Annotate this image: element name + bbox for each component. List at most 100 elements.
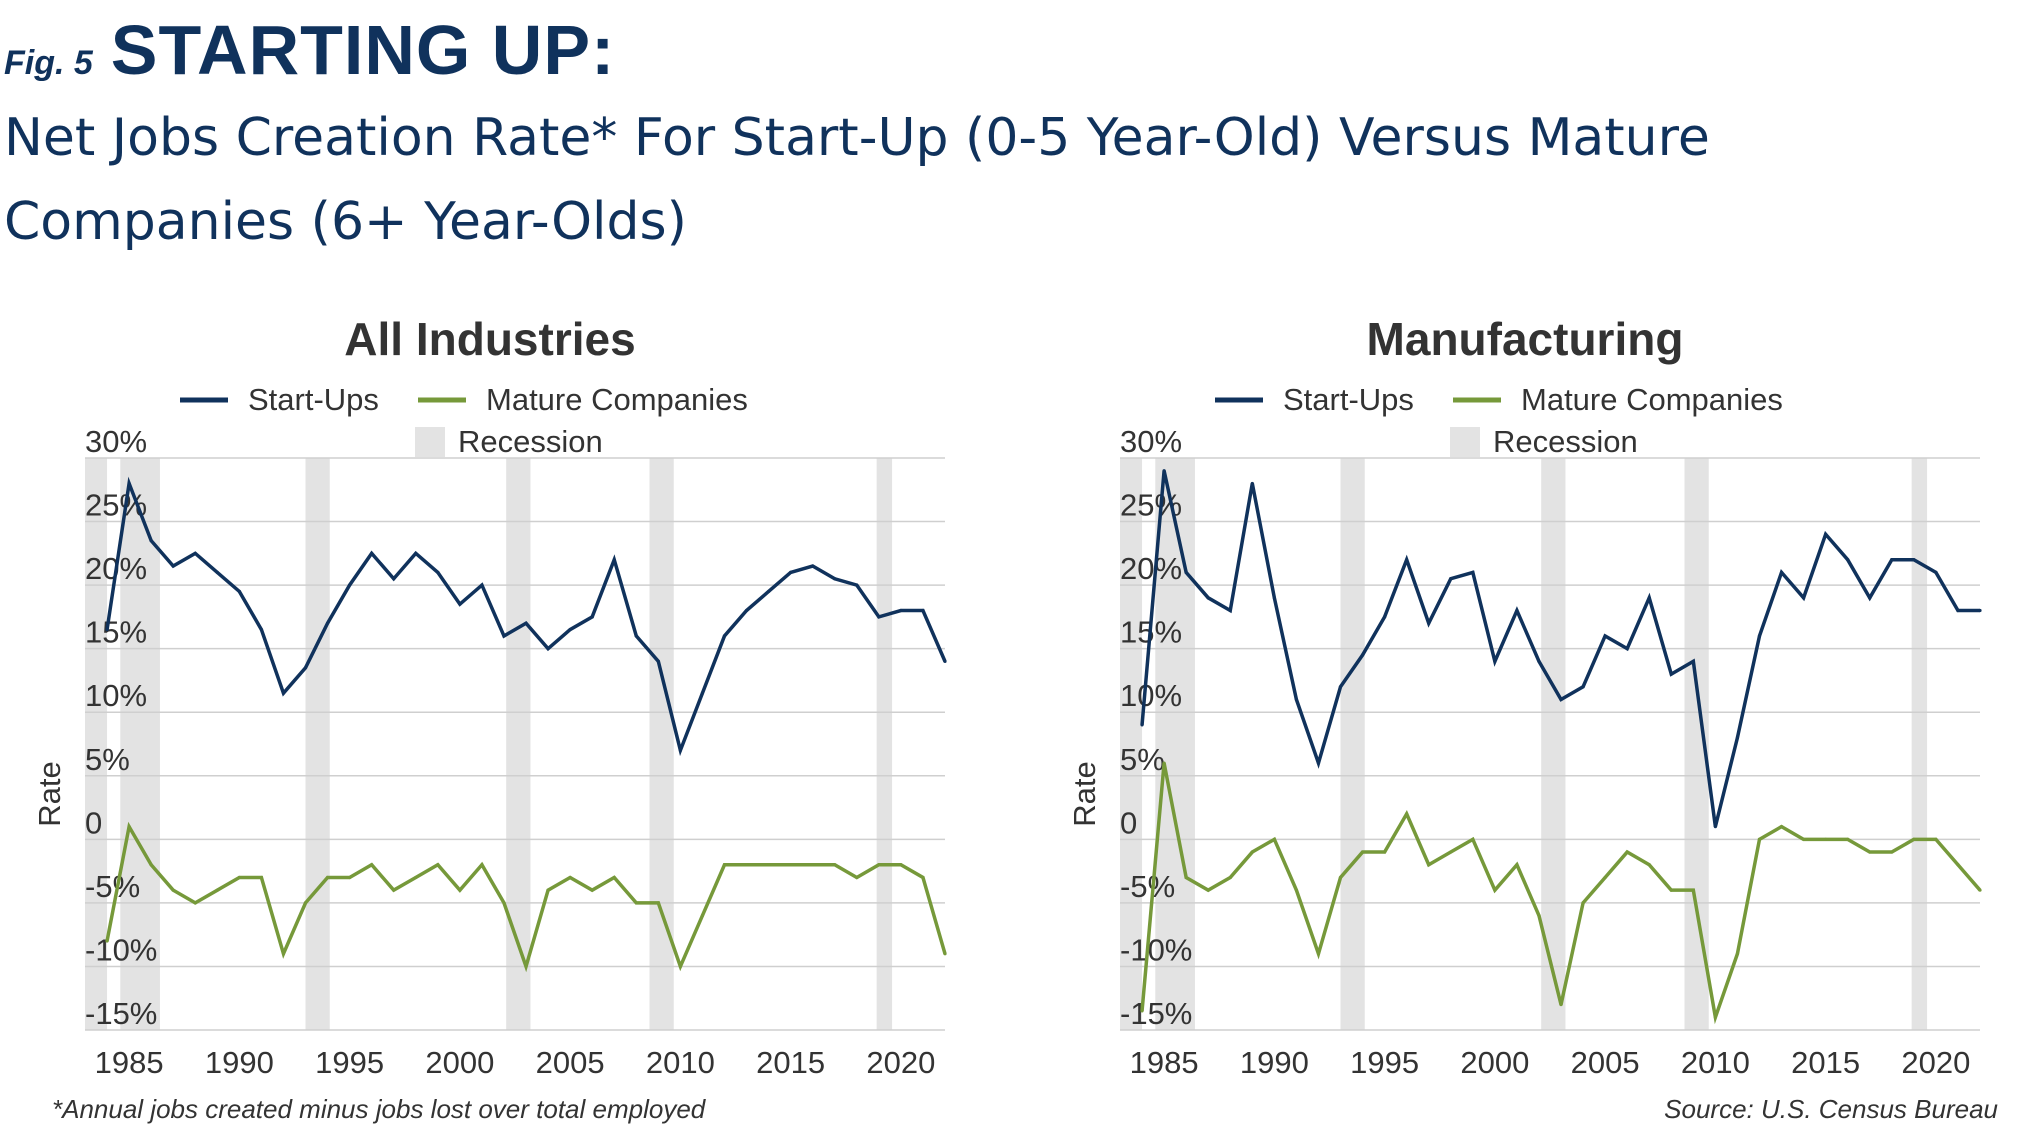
all-industries-ytick-label-8: -10%	[85, 932, 157, 967]
manufacturing-series-startups-point-2020	[1934, 570, 1938, 574]
all-industries-series-mature-point-2016	[811, 863, 815, 867]
all-industries-recession-band-4	[649, 458, 674, 1030]
all-industries-series-mature-point-2011	[700, 914, 705, 918]
all-industries-series-startups-point-2016	[811, 564, 815, 568]
manufacturing-ytick-label-6: 0	[1120, 805, 1137, 840]
all-industries-series-startups-point-1998	[414, 551, 418, 555]
all-industries-series-mature-point-1998	[414, 875, 418, 880]
all-industries-series-mature-point-2014	[766, 863, 771, 867]
manufacturing-series-startups-point-1998	[1449, 577, 1453, 581]
manufacturing-series-startups-point-2016	[1846, 558, 1850, 562]
all-industries-xtick-label-2: 1995	[315, 1045, 384, 1080]
all-industries-series-mature-point-2001	[480, 863, 484, 867]
manufacturing-legend-recession-label: Recession	[1493, 424, 1638, 459]
manufacturing-series-mature-point-1995	[1383, 850, 1387, 854]
manufacturing-series-startups-point-2012	[1757, 634, 1762, 638]
manufacturing-ytick-label-8: -10%	[1120, 932, 1192, 967]
all-industries-series-mature-point-2005	[568, 875, 572, 880]
all-industries-series-mature-point-2015	[789, 863, 793, 867]
manufacturing-series-mature-point-1988	[1228, 875, 1232, 880]
manufacturing-xtick-label-2: 1995	[1350, 1045, 1419, 1080]
manufacturing-series-startups-point-2013	[1779, 570, 1784, 574]
all-industries-series-mature-point-2013	[744, 863, 749, 867]
all-industries-series-startups-point-1986	[149, 539, 153, 543]
all-industries-series-mature-point-2018	[855, 875, 859, 880]
manufacturing-series-mature-point-2015	[1824, 837, 1828, 841]
all-industries-series-startups-point-1990	[237, 589, 241, 594]
figure-subtitle: Net Jobs Creation Rate* For Start-Up (0-…	[4, 108, 1710, 252]
manufacturing-series-startups-point-1984	[1140, 723, 1144, 727]
all-industries-series-mature-point-1999	[436, 863, 440, 867]
manufacturing-series-startups-point-1989	[1250, 481, 1254, 486]
manufacturing-series-startups-point-2008	[1669, 672, 1673, 676]
manufacturing-xtick-label-0: 1985	[1130, 1045, 1199, 1080]
manufacturing-series-startups-point-1991	[1294, 697, 1299, 702]
figure-title: STARTING UP:	[110, 11, 616, 89]
all-industries-series-startups-point-2015	[789, 570, 793, 574]
manufacturing-series-startups-point-1985	[1162, 469, 1166, 473]
all-industries-series-startups-point-2021	[921, 608, 925, 613]
manufacturing-series-startups-point-2015	[1824, 532, 1828, 536]
manufacturing-xtick-label-4: 2005	[1571, 1045, 1640, 1080]
all-industries-series-startups-point-2007	[612, 558, 616, 562]
all-industries-series-startups-point-2010	[678, 748, 682, 752]
manufacturing-series-startups-point-2022	[1978, 608, 1982, 613]
manufacturing-legend-mature-label: Mature Companies	[1521, 382, 1783, 417]
all-industries-series-startups-point-1997	[392, 577, 396, 581]
all-industries-legend-mature-label: Mature Companies	[486, 382, 748, 417]
manufacturing-series-mature-point-2018	[1890, 850, 1894, 854]
all-industries-series-startups-point-2001	[480, 583, 484, 587]
all-industries-series-startups-point-2020	[899, 608, 903, 613]
manufacturing-xtick-label-3: 2000	[1460, 1045, 1529, 1080]
manufacturing-series-startups-point-1999	[1471, 570, 1475, 574]
manufacturing-xtick-label-1: 1990	[1240, 1045, 1309, 1080]
manufacturing-series-mature-point-1986	[1184, 875, 1188, 880]
manufacturing-series-mature-point-2006	[1625, 850, 1629, 854]
all-industries-series-mature-point-1996	[370, 863, 374, 867]
manufacturing-series-startups-point-1992	[1316, 761, 1321, 765]
all-industries-xtick-label-5: 2010	[646, 1045, 715, 1080]
all-industries-series-mature-point-1989	[215, 888, 219, 892]
manufacturing-ylabel: Rate	[1067, 761, 1102, 826]
manufacturing-series-startups-point-2006	[1625, 647, 1629, 651]
manufacturing-xtick-label-7: 2020	[1901, 1045, 1970, 1080]
all-industries-series-startups-point-1987	[171, 564, 175, 568]
manufacturing-series-startups-point-1995	[1383, 615, 1387, 619]
manufacturing-series-mature-point-2020	[1934, 837, 1938, 841]
chart-manufacturing-svg: Manufacturing Start-Ups Mature Companies Re…	[1067, 313, 1982, 1080]
manufacturing-series-mature-point-2017	[1868, 850, 1872, 854]
all-industries-series-mature-point-2003	[524, 964, 528, 969]
all-industries-series-startups-point-1989	[215, 570, 219, 574]
all-industries-series-startups-point-1993	[303, 666, 308, 670]
manufacturing-recession-band-0	[1120, 458, 1143, 1030]
manufacturing-ytick-label-4: 10%	[1120, 678, 1182, 713]
all-industries-recession-band-3	[506, 458, 531, 1030]
all-industries-series-startups-point-1995	[348, 583, 352, 587]
all-industries-recession-band-2	[305, 458, 330, 1030]
chart-manufacturing: Manufacturing Start-Ups Mature Companies Re…	[1035, 305, 1995, 1105]
manufacturing-legend-startups-label: Start-Ups	[1283, 382, 1414, 417]
all-industries-series-mature-point-2017	[833, 863, 837, 867]
manufacturing-series-startups-point-2002	[1537, 659, 1541, 663]
all-industries-legend-startups-label: Start-Ups	[248, 382, 379, 417]
all-industries-series-startups-point-2006	[590, 615, 594, 619]
manufacturing-series-mature-point-1984	[1140, 1009, 1144, 1013]
manufacturing-recession-band-2	[1340, 458, 1365, 1030]
all-industries-series-startups-point-2014	[766, 589, 771, 594]
manufacturing-series-mature-point-2016	[1846, 837, 1850, 841]
manufacturing-series-startups-point-2001	[1515, 608, 1519, 613]
manufacturing-series-mature-point-2019	[1912, 837, 1916, 841]
all-industries-xtick-label-3: 2000	[425, 1045, 494, 1080]
manufacturing-series-startups-point-2010	[1713, 825, 1717, 829]
manufacturing-series-startups-point-2011	[1735, 736, 1740, 740]
manufacturing-series-startups-point-2019	[1912, 558, 1916, 562]
manufacturing-series-mature-point-2008	[1669, 888, 1673, 892]
all-industries-series-mature-point-1993	[303, 901, 308, 905]
manufacturing-series-mature-point-2004	[1581, 901, 1585, 905]
manufacturing-series-mature-point-1987	[1206, 888, 1210, 892]
manufacturing-series-startups-point-1988	[1228, 608, 1232, 613]
all-industries-series-mature-point-1984	[105, 939, 109, 943]
all-industries-xtick-label-4: 2005	[536, 1045, 605, 1080]
manufacturing-series-mature-point-1992	[1316, 952, 1321, 956]
all-industries-legend-recession-label: Recession	[458, 424, 603, 459]
